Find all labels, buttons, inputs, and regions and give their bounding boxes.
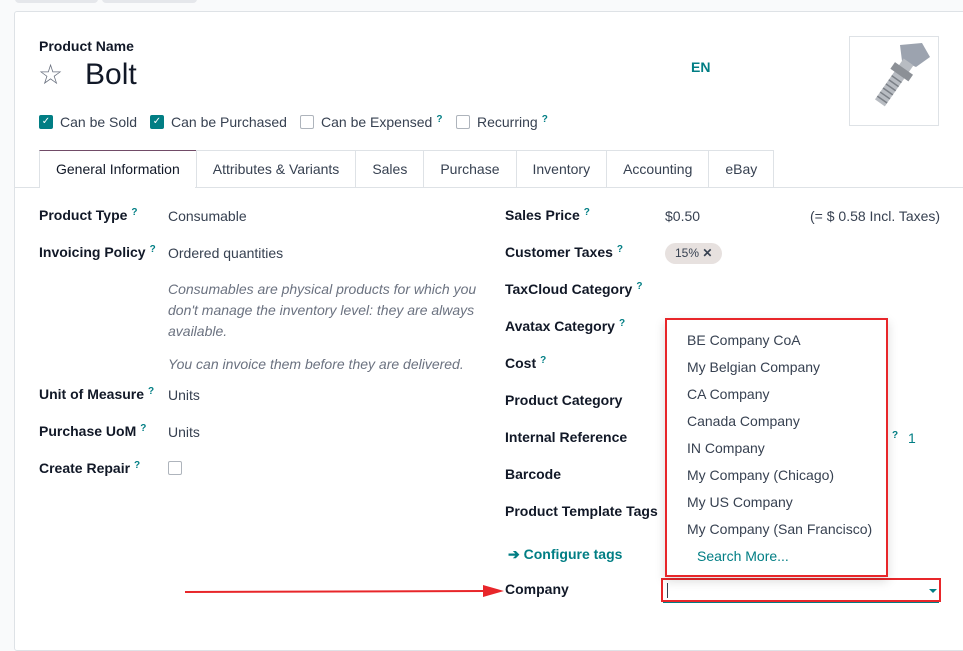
create-repair-label: Create Repair? bbox=[39, 460, 141, 476]
product-image[interactable] bbox=[849, 36, 939, 126]
dropdown-option[interactable]: BE Company CoA bbox=[687, 332, 801, 348]
language-button[interactable]: EN bbox=[691, 59, 711, 75]
company-input[interactable] bbox=[661, 578, 941, 602]
invoicing-policy-field[interactable]: Ordered quantities bbox=[168, 245, 284, 261]
tab-ebay[interactable]: eBay bbox=[708, 150, 775, 188]
configure-tags-link[interactable]: ➔ Configure tags bbox=[508, 546, 623, 562]
company-dropdown: BE Company CoA My Belgian Company CA Com… bbox=[665, 318, 888, 577]
tab-general-information[interactable]: General Information bbox=[39, 150, 197, 188]
avatax-category-label: Avatax Category? bbox=[505, 318, 626, 334]
remove-tag-icon[interactable]: ✕ bbox=[702, 246, 713, 260]
can-be-expensed-label: Can be Expensed? bbox=[321, 114, 443, 130]
product-type-field[interactable]: Consumable bbox=[168, 208, 247, 224]
tab-accounting[interactable]: Accounting bbox=[606, 150, 710, 188]
dropdown-option[interactable]: My Company (Chicago) bbox=[687, 467, 835, 483]
barcode-label: Barcode bbox=[505, 466, 562, 482]
text-cursor bbox=[667, 583, 668, 598]
uom-field[interactable]: Units bbox=[168, 387, 200, 403]
can-be-purchased-label: Can be Purchased bbox=[171, 114, 287, 130]
dropdown-option[interactable]: My Belgian Company bbox=[687, 359, 821, 375]
dropdown-option[interactable]: My US Company bbox=[687, 494, 793, 510]
purchase-uom-label: Purchase UoM? bbox=[39, 423, 147, 439]
price-incl-taxes: (= $ 0.58 Incl. Taxes) bbox=[810, 208, 941, 224]
tab-sales[interactable]: Sales bbox=[355, 150, 425, 188]
cost-label: Cost? bbox=[505, 355, 547, 371]
tax-tag: 15% ✕ bbox=[665, 243, 723, 264]
product-name-field[interactable]: Bolt bbox=[85, 58, 137, 91]
product-type-note: Consumables are physical products for wh… bbox=[168, 281, 477, 339]
product-tags-label: Product Template Tags bbox=[505, 503, 658, 519]
internal-reference-extra: ? 1 bbox=[892, 430, 916, 446]
tab-attributes-variants[interactable]: Attributes & Variants bbox=[195, 150, 357, 188]
can-be-sold-label: Can be Sold bbox=[60, 114, 138, 130]
recurring-label: Recurring? bbox=[477, 114, 548, 130]
active-tab-gap bbox=[40, 187, 195, 188]
bolt-image-icon bbox=[874, 43, 930, 107]
product-name-label: Product Name bbox=[39, 38, 134, 54]
caret-down-icon[interactable] bbox=[929, 589, 937, 593]
purchase-uom-field[interactable]: Units bbox=[168, 424, 200, 440]
product-category-label: Product Category bbox=[505, 392, 623, 408]
sales-price-field[interactable]: $0.50 bbox=[665, 208, 701, 224]
breadcrumb-tab[interactable] bbox=[102, 0, 197, 3]
favorite-star-icon[interactable]: ☆ bbox=[38, 59, 64, 90]
uom-label: Unit of Measure? bbox=[39, 386, 155, 402]
input-underline bbox=[663, 602, 939, 603]
breadcrumb-tab[interactable] bbox=[15, 0, 98, 3]
taxcloud-category-label: TaxCloud Category? bbox=[505, 281, 643, 297]
create-repair-checkbox[interactable] bbox=[168, 461, 182, 475]
tab-inventory[interactable]: Inventory bbox=[515, 150, 608, 188]
dropdown-option[interactable]: Canada Company bbox=[687, 413, 800, 429]
invoicing-note: You can invoice them before they are del… bbox=[168, 356, 464, 372]
can-be-expensed-checkbox[interactable] bbox=[300, 115, 314, 129]
sales-price-label: Sales Price? bbox=[505, 207, 590, 223]
recurring-checkbox[interactable] bbox=[456, 115, 470, 129]
company-label: Company bbox=[505, 581, 569, 597]
dropdown-option[interactable]: My Company (San Francisco) bbox=[687, 521, 873, 537]
can-be-sold-checkbox[interactable]: ✓ bbox=[39, 115, 53, 129]
internal-reference-label: Internal Reference bbox=[505, 429, 628, 445]
invoicing-policy-label: Invoicing Policy? bbox=[39, 244, 156, 260]
can-be-purchased-checkbox[interactable]: ✓ bbox=[150, 115, 164, 129]
dropdown-option[interactable]: CA Company bbox=[687, 386, 770, 402]
annotation-arrow-icon bbox=[184, 585, 504, 597]
notebook-tabs: General Information Attributes & Variant… bbox=[39, 150, 775, 188]
product-type-label: Product Type? bbox=[39, 207, 138, 223]
search-more-link[interactable]: Search More... bbox=[697, 548, 789, 564]
dropdown-option[interactable]: IN Company bbox=[687, 440, 765, 456]
arrow-right-icon: ➔ bbox=[508, 546, 520, 562]
tab-purchase[interactable]: Purchase bbox=[423, 150, 517, 188]
tab-divider bbox=[15, 187, 963, 188]
customer-taxes-label: Customer Taxes? bbox=[505, 244, 624, 260]
